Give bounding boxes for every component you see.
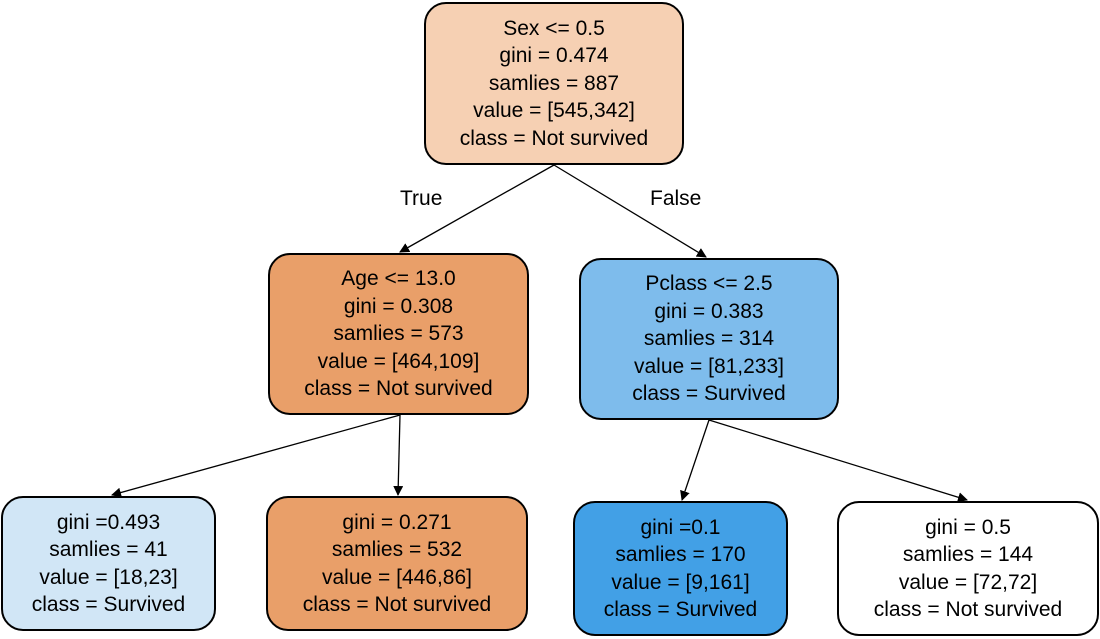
node-leaf-rl-line-1: gini =0.1 bbox=[640, 515, 721, 539]
edge-right-leaf-rr bbox=[708, 419, 968, 503]
node-right-line-5: class = Survived bbox=[632, 382, 786, 406]
edge-right-leaf-rl bbox=[680, 419, 710, 501]
node-right-line-3: samlies = 314 bbox=[643, 327, 775, 351]
edge-left-leaf-ll bbox=[111, 414, 401, 498]
node-leaf-ll: gini =0.493 samlies = 41 value = [18,23]… bbox=[1, 496, 216, 631]
node-leaf-rr-line-1: gini = 0.5 bbox=[925, 515, 1011, 539]
node-leaf-rl: gini =0.1 samlies = 170 value = [9,161] … bbox=[573, 501, 788, 636]
node-root-line-1: Sex <= 0.5 bbox=[503, 16, 605, 40]
node-leaf-rr-line-3: value = [72,72] bbox=[898, 570, 1038, 594]
edge-root-right bbox=[553, 164, 707, 258]
node-leaf-lr-line-3: value = [446,86] bbox=[321, 565, 473, 589]
node-root: Sex <= 0.5 gini = 0.474 samlies = 887 va… bbox=[424, 2, 684, 165]
node-right-line-4: value = [81,233] bbox=[633, 354, 785, 378]
node-left-line-4: value = [464,109] bbox=[317, 349, 480, 373]
node-leaf-rl-line-2: samlies = 170 bbox=[615, 543, 746, 566]
node-leaf-lr-line-4: class = Not survived bbox=[302, 593, 492, 616]
edge-label-false: False bbox=[650, 187, 702, 210]
node-leaf-rr: gini = 0.5 samlies = 144 value = [72,72]… bbox=[837, 501, 1099, 636]
node-leaf-ll-line-2: samlies = 41 bbox=[49, 538, 168, 561]
node-root-line-3: samlies = 887 bbox=[488, 71, 620, 95]
node-left-line-3: samlies = 573 bbox=[333, 322, 464, 346]
node-leaf-ll-line-1: gini =0.493 bbox=[56, 510, 161, 534]
node-leaf-ll-line-4: class = Survived bbox=[31, 593, 186, 616]
node-root-line-2: gini = 0.474 bbox=[499, 44, 609, 68]
node-leaf-rl-line-3: value = [9,161] bbox=[611, 570, 750, 594]
node-root-line-4: value = [545,342] bbox=[473, 99, 635, 123]
node-left: Age <= 13.0 gini = 0.308 samlies = 573 v… bbox=[268, 253, 529, 415]
node-leaf-ll-line-3: value = [18,23] bbox=[39, 565, 178, 589]
node-leaf-rl-line-4: class = Survived bbox=[603, 598, 758, 621]
node-root-line-5: class = Not survived bbox=[459, 126, 649, 150]
edge-left-leaf-lr bbox=[393, 414, 404, 496]
edge-label-true: True bbox=[400, 187, 443, 210]
node-left-line-5: class = Not survived bbox=[304, 377, 493, 401]
node-leaf-lr-line-2: samlies = 532 bbox=[331, 538, 463, 561]
node-left-line-1: Age <= 13.0 bbox=[341, 267, 456, 291]
node-right-line-1: Pclass <= 2.5 bbox=[645, 272, 773, 296]
node-leaf-lr: gini = 0.271 samlies = 532 value = [446,… bbox=[266, 496, 528, 631]
node-leaf-lr-line-1: gini = 0.271 bbox=[342, 510, 452, 534]
node-right: Pclass <= 2.5 gini = 0.383 samlies = 314… bbox=[579, 258, 839, 420]
node-right-line-2: gini = 0.383 bbox=[654, 299, 764, 323]
node-leaf-rr-line-2: samlies = 144 bbox=[902, 543, 1034, 566]
node-leaf-rr-line-4: class = Not survived bbox=[873, 598, 1063, 621]
edge-root-left bbox=[399, 164, 555, 253]
node-left-line-2: gini = 0.308 bbox=[343, 294, 454, 318]
